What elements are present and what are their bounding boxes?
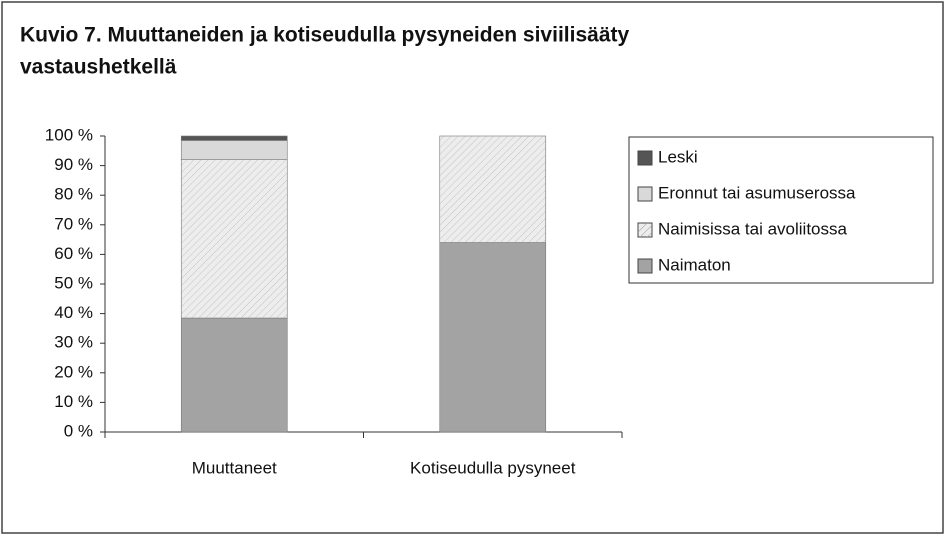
y-tick-label: 20 %: [54, 362, 93, 381]
legend-swatch: [637, 186, 653, 202]
legend-label: Eronnut tai asumuserossa: [658, 183, 856, 202]
y-tick-label: 10 %: [54, 392, 93, 411]
bar-segment: [439, 242, 547, 433]
y-tick-label: 80 %: [54, 185, 93, 204]
y-tick-label: 50 %: [54, 273, 93, 292]
y-tick-label: 40 %: [54, 303, 93, 322]
legend-swatch: [637, 258, 653, 274]
chart-title: Kuvio 7. Muuttaneiden ja kotiseudulla py…: [20, 24, 629, 47]
bar-hatch: [181, 159, 288, 319]
bar-segment: [180, 140, 288, 160]
x-tick-label: Muuttaneet: [192, 458, 277, 477]
y-tick-label: 0 %: [64, 421, 93, 440]
legend-label: Naimaton: [658, 255, 731, 274]
y-tick-label: 100 %: [45, 125, 93, 144]
legend-label: Leski: [658, 147, 698, 166]
chart-title: vastaushetkellä: [20, 56, 177, 79]
x-tick-label: Kotiseudulla pysyneet: [410, 458, 576, 477]
legend-box: [628, 136, 934, 284]
bar-segment: [180, 317, 288, 433]
legend-hatch: [638, 223, 652, 237]
legend-swatch: [637, 150, 653, 166]
y-tick-label: 30 %: [54, 333, 93, 352]
y-tick-label: 60 %: [54, 244, 93, 263]
y-tick-label: 90 %: [54, 155, 93, 174]
y-tick-label: 70 %: [54, 214, 93, 233]
bar-hatch: [439, 136, 546, 243]
bar-segment: [180, 135, 288, 141]
legend-label: Naimisissa tai avoliitossa: [658, 219, 847, 238]
